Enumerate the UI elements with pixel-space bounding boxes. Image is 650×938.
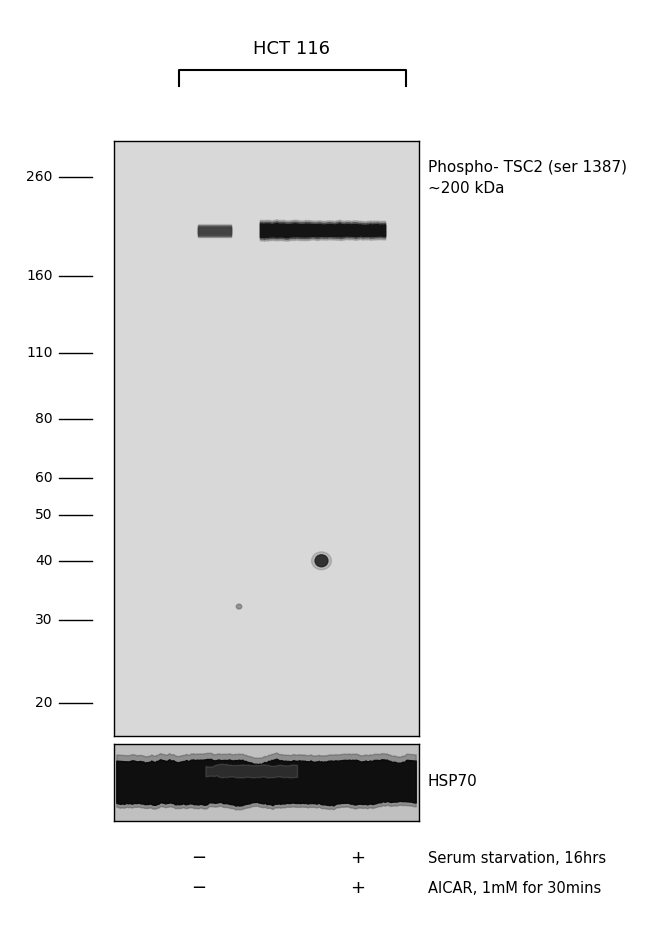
Polygon shape bbox=[261, 219, 385, 241]
Text: −: − bbox=[190, 879, 206, 898]
Text: HSP70: HSP70 bbox=[428, 774, 478, 789]
Text: 30: 30 bbox=[35, 613, 53, 627]
Text: 20: 20 bbox=[35, 696, 53, 710]
Text: 110: 110 bbox=[26, 346, 53, 360]
Text: 260: 260 bbox=[26, 170, 53, 184]
Polygon shape bbox=[261, 223, 385, 237]
Polygon shape bbox=[261, 221, 385, 239]
Text: 40: 40 bbox=[35, 553, 53, 567]
Text: Serum starvation, 16hrs: Serum starvation, 16hrs bbox=[428, 851, 606, 866]
Text: 80: 80 bbox=[35, 412, 53, 426]
Polygon shape bbox=[117, 753, 416, 810]
Text: 60: 60 bbox=[35, 471, 53, 485]
Text: AICAR, 1mM for 30mins: AICAR, 1mM for 30mins bbox=[428, 881, 601, 896]
Ellipse shape bbox=[236, 604, 242, 609]
Ellipse shape bbox=[315, 555, 328, 567]
Ellipse shape bbox=[311, 552, 332, 569]
Text: +: + bbox=[350, 879, 365, 898]
Polygon shape bbox=[117, 759, 416, 806]
Text: 50: 50 bbox=[35, 508, 53, 522]
Text: 160: 160 bbox=[26, 269, 53, 283]
Text: Phospho- TSC2 (ser 1387)
~200 kDa: Phospho- TSC2 (ser 1387) ~200 kDa bbox=[428, 160, 627, 196]
Text: +: + bbox=[350, 849, 365, 868]
Text: −: − bbox=[190, 849, 206, 868]
Text: HCT 116: HCT 116 bbox=[253, 40, 330, 58]
